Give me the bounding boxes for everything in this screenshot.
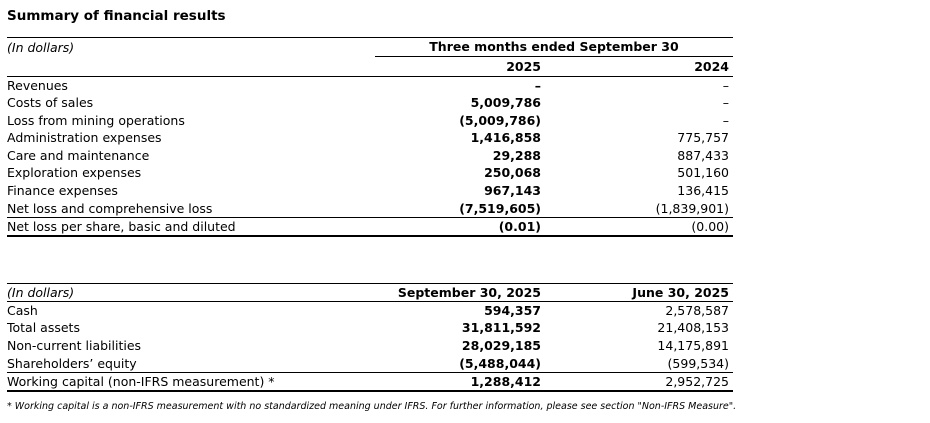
value-prior-period: – xyxy=(722,95,729,111)
value-prior-period: 14,175,891 xyxy=(657,338,729,354)
table-row: Net loss per share, basic and diluted (0.… xyxy=(7,217,733,235)
value-prior-period: – xyxy=(722,77,729,93)
document-page: Summary of financial results (In dollars… xyxy=(7,8,737,412)
value-prior-period: (1,839,901) xyxy=(655,200,729,216)
value-prior-period: (0.00) xyxy=(691,219,729,235)
value-prior-period: 136,415 xyxy=(677,183,729,199)
table-row: Care and maintenance 29,288 887,433 xyxy=(7,147,733,165)
value-current-period: 5,009,786 xyxy=(470,95,541,111)
value-current-period: – xyxy=(534,77,541,93)
table-row: Exploration expenses 250,068 501,160 xyxy=(7,164,733,182)
income-statement-header-row-1: (In dollars) Three months ended Septembe… xyxy=(7,37,733,57)
value-prior-period: (599,534) xyxy=(667,355,729,371)
table-row: Total assets 31,811,592 21,408,153 xyxy=(7,319,733,337)
row-label: Revenues xyxy=(7,77,68,93)
table-row: Administration expenses 1,416,858 775,757 xyxy=(7,129,733,147)
row-label: Net loss per share, basic and diluted xyxy=(7,219,236,235)
value-prior-period: – xyxy=(722,112,729,128)
value-current-period: (5,488,044) xyxy=(459,355,541,371)
column-header-prior-year: 2024 xyxy=(694,58,729,74)
income-statement-table: (In dollars) Three months ended Septembe… xyxy=(7,37,733,237)
value-current-period: 29,288 xyxy=(492,147,541,163)
row-label: Costs of sales xyxy=(7,95,94,111)
table-row: Shareholders’ equity (5,488,044) (599,534) xyxy=(7,355,733,373)
value-current-period: 1,416,858 xyxy=(470,130,541,146)
value-current-period: 31,811,592 xyxy=(461,320,541,336)
value-current-period: (5,009,786) xyxy=(459,112,541,128)
column-header-current-date: September 30, 2025 xyxy=(397,284,541,300)
table-row: Revenues – – xyxy=(7,77,733,95)
row-label: Total assets xyxy=(7,320,80,336)
empty-header-cell xyxy=(7,57,375,76)
table-row: Costs of sales 5,009,786 – xyxy=(7,94,733,112)
column-header-current-year: 2025 xyxy=(506,58,541,74)
row-label: Administration expenses xyxy=(7,130,162,146)
balance-sheet-body: Cash 594,357 2,578,587 Total assets 31,811,5… xyxy=(7,302,733,392)
value-current-period: 594,357 xyxy=(484,302,541,318)
table-row: Working capital (non-IFRS measurement) *… xyxy=(7,372,733,390)
row-label: Working capital (non-IFRS measurement) * xyxy=(7,374,275,390)
unit-label: (In dollars) xyxy=(7,284,75,300)
row-label: Net loss and comprehensive loss xyxy=(7,200,213,216)
value-prior-period: 2,578,587 xyxy=(665,302,729,318)
page-title: Summary of financial results xyxy=(7,8,226,24)
value-current-period: (0.01) xyxy=(498,219,541,235)
value-prior-period: 887,433 xyxy=(677,147,729,163)
table-row: Non-current liabilities 28,029,185 14,175,… xyxy=(7,337,733,355)
value-current-period: 967,143 xyxy=(484,183,541,199)
column-header-prior-date: June 30, 2025 xyxy=(632,284,729,300)
value-prior-period: 501,160 xyxy=(677,165,729,181)
income-statement-body: Revenues – – Costs of sales 5,009,786– Loss f… xyxy=(7,77,733,237)
row-label: Care and maintenance xyxy=(7,147,150,163)
table-row: Finance expenses 967,143 136,415 xyxy=(7,182,733,200)
value-current-period: (7,519,605) xyxy=(459,200,541,216)
row-label: Non-current liabilities xyxy=(7,338,142,354)
row-label: Exploration expenses xyxy=(7,165,142,181)
table-row: Cash 594,357 2,578,587 xyxy=(7,302,733,320)
value-current-period: 28,029,185 xyxy=(461,338,541,354)
value-current-period: 1,288,412 xyxy=(470,374,541,390)
row-label: Shareholders’ equity xyxy=(7,355,137,371)
row-label: Cash xyxy=(7,302,38,318)
balance-sheet-header-row: (In dollars) September 30, 2025 June 30,… xyxy=(7,282,733,302)
value-prior-period: 2,952,725 xyxy=(665,374,729,390)
table-row: Net loss and comprehensive loss (7,519,60… xyxy=(7,200,733,218)
unit-label: (In dollars) xyxy=(7,40,75,55)
income-statement-header-row-2: 2025 2024 xyxy=(7,57,733,77)
table-row: Loss from mining operations (5,009,786) – xyxy=(7,112,733,130)
balance-sheet-table: (In dollars) September 30, 2025 June 30,… xyxy=(7,282,733,392)
row-label: Loss from mining operations xyxy=(7,112,185,128)
value-prior-period: 21,408,153 xyxy=(657,320,729,336)
period-header: Three months ended September 30 xyxy=(375,38,733,57)
non-ifrs-footnote: * Working capital is a non-IFRS measurem… xyxy=(7,400,737,412)
row-label: Finance expenses xyxy=(7,183,118,199)
value-current-period: 250,068 xyxy=(484,165,541,181)
value-prior-period: 775,757 xyxy=(677,130,729,146)
